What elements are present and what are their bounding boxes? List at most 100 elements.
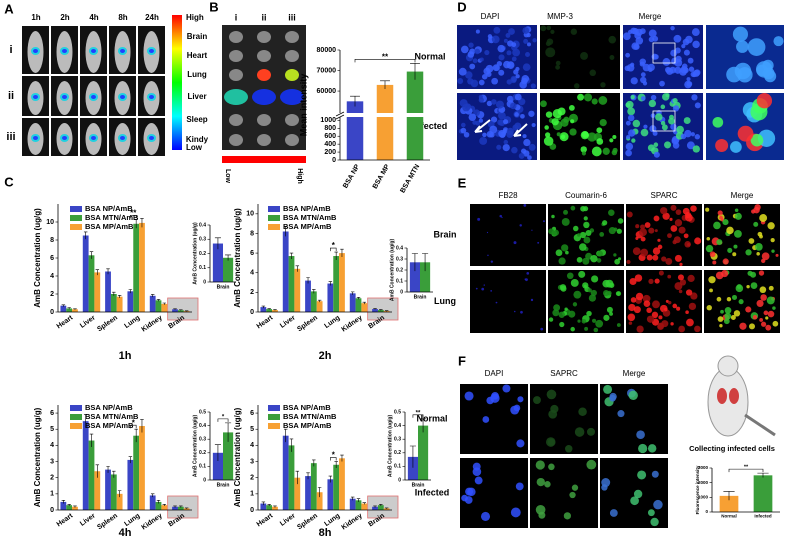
legend-label: BSA MTN/AmB [85,213,139,222]
cell [501,216,503,219]
organ-image [222,25,306,150]
cell [532,38,537,43]
bar [116,296,123,312]
bar [127,459,134,510]
cell [653,499,663,510]
cell [486,100,493,107]
y-tick-label: 0 [203,477,206,483]
error-bar [134,428,138,443]
cell [612,134,617,140]
cell [636,325,644,333]
bar [383,311,390,312]
error-bar [106,466,110,473]
cell [668,117,675,125]
cell [687,57,694,64]
cell [540,100,547,108]
cell [627,114,635,122]
cell [712,260,717,265]
error-bar [273,309,277,311]
cell [679,262,683,266]
error-bar [356,296,361,300]
cell [495,301,498,304]
cell [491,77,499,85]
cell [514,93,522,101]
legend-label: BSA MTN/AmB [283,213,337,222]
cell [478,79,485,86]
cell [525,52,530,57]
cell [661,124,668,131]
cell [738,299,744,305]
cell [660,207,668,215]
error-bar [384,507,389,509]
micrograph [600,458,668,528]
cell [760,294,767,301]
cell [669,114,675,120]
significance-label: * [332,451,336,460]
micrograph [470,204,546,266]
micrograph [540,25,620,89]
cell [465,71,473,79]
bar [82,235,89,312]
cell [569,491,576,499]
cell [775,253,779,257]
signal-core [62,136,67,140]
cell [510,405,520,415]
cell [591,318,597,323]
cell [533,396,541,405]
y-tick-label: 600 [324,133,336,140]
cell [493,26,501,34]
cell [734,212,742,220]
cell [625,100,634,109]
error-bar [89,251,94,259]
cell [694,325,701,333]
y-tick-label: 1000 [320,117,336,124]
cell [555,249,563,257]
bar [177,506,184,510]
cell [503,139,509,145]
cell [712,116,724,128]
cell [609,55,615,60]
bar [60,305,67,312]
bar [94,272,101,312]
cell [468,42,474,48]
significance-label: ** [416,410,421,416]
cell [491,99,497,105]
cell [511,42,517,48]
cell [626,211,633,218]
bar [223,257,234,282]
cell [591,146,602,157]
cell [762,59,774,72]
cell [669,217,673,221]
cell [661,256,667,262]
significance-label: ** [382,52,389,61]
cell [692,40,700,49]
signal-core [149,49,154,53]
cell [498,129,507,138]
cell [759,286,767,294]
cell [630,496,639,506]
error-bar [379,504,383,506]
cell [759,318,764,322]
cell [719,324,723,328]
cell [687,274,695,283]
cell [733,310,741,317]
legend-swatch [70,224,82,230]
cell [705,244,714,253]
y-tick-label: 6 [250,250,254,257]
organ [252,89,276,105]
cell [502,143,510,152]
bar [133,223,140,312]
cell [609,138,614,143]
cell [608,35,617,44]
cell [560,118,569,127]
error-bar [73,505,77,508]
legend-swatch [70,414,82,420]
column-label: SPARC [651,191,678,200]
cell [487,254,489,257]
cell [648,36,655,43]
legend-swatch [268,414,280,420]
significance-bracket [217,418,229,422]
cell [506,50,512,56]
cell [513,241,517,245]
y-tick-label: 0.2 [396,267,403,273]
